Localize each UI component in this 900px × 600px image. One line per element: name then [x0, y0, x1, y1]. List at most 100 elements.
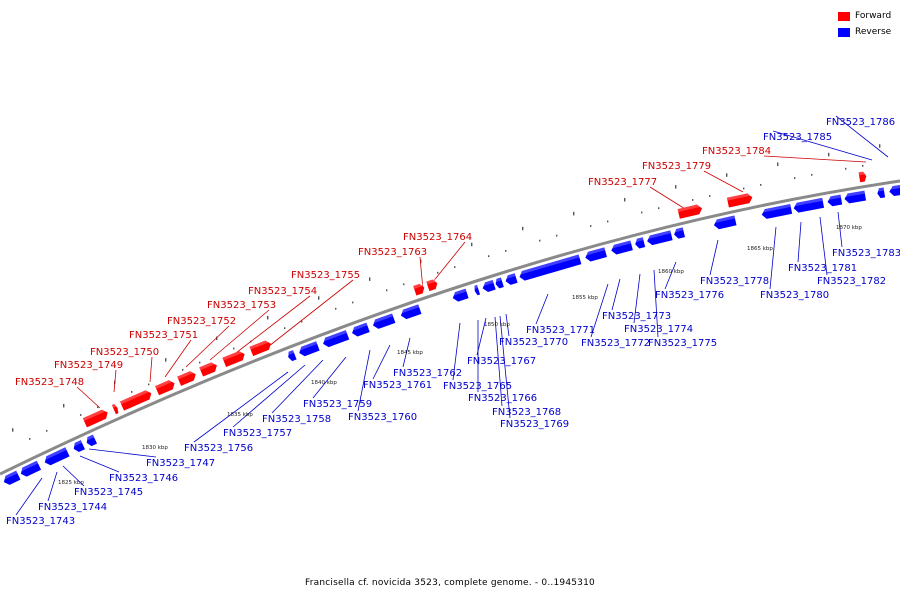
- forward-gene-block[interactable]: [177, 369, 197, 386]
- gene-label[interactable]: FN3523_1777: [588, 177, 657, 188]
- legend: Forward Reverse: [838, 9, 891, 41]
- label-leader-line: [79, 455, 120, 473]
- reverse-gene-block[interactable]: [792, 197, 825, 213]
- reverse-gene-block[interactable]: [473, 284, 481, 296]
- scale-label: 1830 kbp: [142, 445, 168, 451]
- gene-label[interactable]: FN3523_1750: [90, 347, 159, 358]
- reverse-gene-block[interactable]: [826, 194, 843, 207]
- forward-gene-block[interactable]: [155, 378, 176, 396]
- gene-label[interactable]: FN3523_1754: [248, 286, 317, 297]
- gene-label[interactable]: FN3523_1766: [468, 393, 537, 404]
- reverse-gene-block[interactable]: [371, 313, 396, 330]
- gene-label[interactable]: FN3523_1756: [184, 443, 253, 454]
- tick-mark: [692, 199, 694, 201]
- gene-label[interactable]: FN3523_1780: [760, 290, 829, 301]
- gene-highlight: [111, 403, 117, 408]
- gene-label[interactable]: FN3523_1775: [648, 338, 717, 349]
- gene-label[interactable]: FN3523_1758: [262, 414, 331, 425]
- gene-label[interactable]: FN3523_1783: [832, 248, 900, 259]
- reverse-gene-block[interactable]: [712, 215, 737, 231]
- gene-label[interactable]: FN3523_1765: [443, 381, 512, 392]
- gene-label[interactable]: FN3523_1743: [6, 516, 75, 527]
- gene-label[interactable]: FN3523_1776: [655, 290, 724, 301]
- reverse-gene-block[interactable]: [645, 230, 673, 246]
- gene-arrow: [611, 240, 633, 255]
- gene-label[interactable]: FN3523_1752: [167, 316, 236, 327]
- reverse-gene-block[interactable]: [321, 330, 350, 348]
- label-leader-line: [76, 386, 101, 409]
- label-leader-line: [232, 364, 306, 428]
- reverse-gene-block[interactable]: [42, 447, 70, 467]
- gene-arrow: [793, 197, 825, 213]
- forward-gene-block[interactable]: [222, 349, 246, 368]
- gene-label[interactable]: FN3523_1761: [363, 380, 432, 391]
- gene-label[interactable]: FN3523_1747: [146, 458, 215, 469]
- scale-labels: 1825 kbp 1830 kbp 1835 kbp 1840 kbp 1845 kbp…: [58, 225, 862, 486]
- gene-label[interactable]: FN3523_1759: [303, 399, 372, 410]
- forward-gene-block[interactable]: [119, 388, 153, 411]
- forward-gene-block[interactable]: [858, 171, 868, 183]
- gene-label[interactable]: FN3523_1762: [393, 368, 462, 379]
- forward-gene-block[interactable]: [249, 339, 272, 357]
- gene-label[interactable]: FN3523_1767: [467, 356, 536, 367]
- reverse-gene-block[interactable]: [286, 350, 297, 362]
- gene-label[interactable]: FN3523_1746: [109, 473, 178, 484]
- reverse-gene-block[interactable]: [297, 341, 320, 357]
- gene-label[interactable]: FN3523_1755: [291, 270, 360, 281]
- forward-gene-block[interactable]: [199, 360, 219, 377]
- reverse-gene-block[interactable]: [350, 322, 370, 338]
- forward-gene-block[interactable]: [677, 203, 704, 219]
- forward-gene-block[interactable]: [413, 282, 426, 296]
- gene-label[interactable]: FN3523_1751: [129, 330, 198, 341]
- gene-label[interactable]: FN3523_1753: [207, 300, 276, 311]
- gene-label[interactable]: FN3523_1771: [526, 325, 595, 336]
- gene-label[interactable]: FN3523_1786: [826, 117, 895, 128]
- gene-label[interactable]: FN3523_1785: [763, 132, 832, 143]
- gene-label[interactable]: FN3523_1779: [642, 161, 711, 172]
- reverse-gene-block[interactable]: [1, 470, 21, 487]
- gene-label[interactable]: FN3523_1757: [223, 428, 292, 439]
- gene-label[interactable]: FN3523_1768: [492, 407, 561, 418]
- gene-label[interactable]: FN3523_1782: [817, 276, 886, 287]
- reverse-gene-block[interactable]: [876, 187, 886, 199]
- reverse-gene-block[interactable]: [18, 460, 42, 479]
- reverse-gene-block[interactable]: [760, 203, 793, 220]
- gene-label[interactable]: FN3523_1764: [403, 232, 472, 243]
- reverse-gene-block[interactable]: [494, 277, 504, 289]
- reverse-gene-block[interactable]: [672, 227, 686, 239]
- gene-label[interactable]: FN3523_1760: [348, 412, 417, 423]
- reverse-gene-block[interactable]: [888, 184, 900, 197]
- forward-gene-block[interactable]: [726, 192, 754, 208]
- reverse-gene-block[interactable]: [451, 288, 469, 303]
- reverse-gene-block[interactable]: [584, 247, 607, 262]
- gene-labels: FN3523_1748 FN3523_1749 FN3523_1750 FN3523_…: [6, 117, 900, 527]
- gene-arrow: [677, 204, 703, 219]
- reverse-gene-block[interactable]: [71, 440, 85, 453]
- gene-label[interactable]: FN3523_1744: [38, 502, 107, 513]
- gene-label[interactable]: FN3523_1749: [54, 360, 123, 371]
- gene-label[interactable]: FN3523_1745: [74, 487, 143, 498]
- forward-gene-block[interactable]: [82, 407, 110, 428]
- gene-label[interactable]: FN3523_1769: [500, 419, 569, 430]
- reverse-gene-block[interactable]: [399, 304, 422, 320]
- gene-label[interactable]: FN3523_1748: [15, 377, 84, 388]
- gene-label[interactable]: FN3523_1772: [581, 338, 650, 349]
- gene-label[interactable]: FN3523_1781: [788, 263, 857, 274]
- gene-label[interactable]: FN3523_1778: [700, 276, 769, 287]
- gene-arrow: [877, 187, 886, 199]
- gene-label[interactable]: FN3523_1763: [358, 247, 427, 258]
- reverse-gene-block[interactable]: [610, 240, 633, 255]
- reverse-gene-block[interactable]: [84, 434, 98, 448]
- gene-label[interactable]: FN3523_1774: [624, 324, 693, 335]
- reverse-gene-block[interactable]: [518, 254, 582, 281]
- label-leader-line: [664, 261, 677, 290]
- forward-gene-block[interactable]: [426, 278, 439, 292]
- reverse-gene-block[interactable]: [504, 273, 518, 286]
- reverse-gene-block[interactable]: [633, 237, 646, 249]
- forward-gene-block[interactable]: [111, 403, 120, 415]
- gene-label[interactable]: FN3523_1784: [702, 146, 771, 157]
- reverse-gene-block[interactable]: [481, 280, 496, 293]
- gene-label[interactable]: FN3523_1773: [602, 311, 671, 322]
- reverse-gene-block[interactable]: [843, 190, 867, 204]
- gene-label[interactable]: FN3523_1770: [499, 337, 568, 348]
